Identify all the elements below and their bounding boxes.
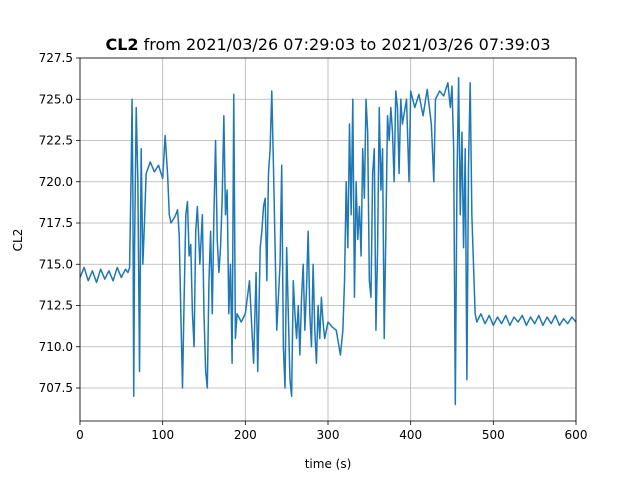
y-tick-label: 715.0 <box>39 257 73 271</box>
y-tick-label: 717.5 <box>39 216 73 230</box>
y-tick-label: 725.0 <box>39 92 73 106</box>
y-tick-label: 710.0 <box>39 340 73 354</box>
x-axis-ticks: 0 100 200 300 400 500 600 <box>76 421 587 442</box>
series-line-0 <box>79 77 577 406</box>
series-layer <box>79 77 577 406</box>
x-axis-label: time (s) <box>305 457 352 471</box>
x-tick-label: 0 <box>76 428 84 442</box>
y-axis-label: CL2 <box>11 229 25 252</box>
x-tick-label: 100 <box>151 428 174 442</box>
y-tick-label: 712.5 <box>39 299 73 313</box>
chart-title-bold: CL2 <box>105 35 138 54</box>
x-tick-label: 200 <box>234 428 257 442</box>
chart-title-rest: from 2021/03/26 07:29:03 to 2021/03/26 0… <box>139 35 551 54</box>
grid-lines <box>79 57 577 421</box>
y-tick-label: 707.5 <box>39 381 73 395</box>
y-tick-label: 722.5 <box>39 134 73 148</box>
x-tick-label: 300 <box>317 428 340 442</box>
y-axis-ticks: 707.5 710.0 712.5 715.0 717.5 720.0 722.5 725.0… <box>39 51 80 395</box>
y-tick-label: 720.0 <box>39 175 73 189</box>
x-tick-label: 400 <box>399 428 422 442</box>
x-tick-label: 500 <box>482 428 505 442</box>
chart-title: CL2 from 2021/03/26 07:29:03 to 2021/03/… <box>105 35 550 54</box>
x-tick-label: 600 <box>565 428 588 442</box>
y-tick-label: 727.5 <box>39 51 73 65</box>
